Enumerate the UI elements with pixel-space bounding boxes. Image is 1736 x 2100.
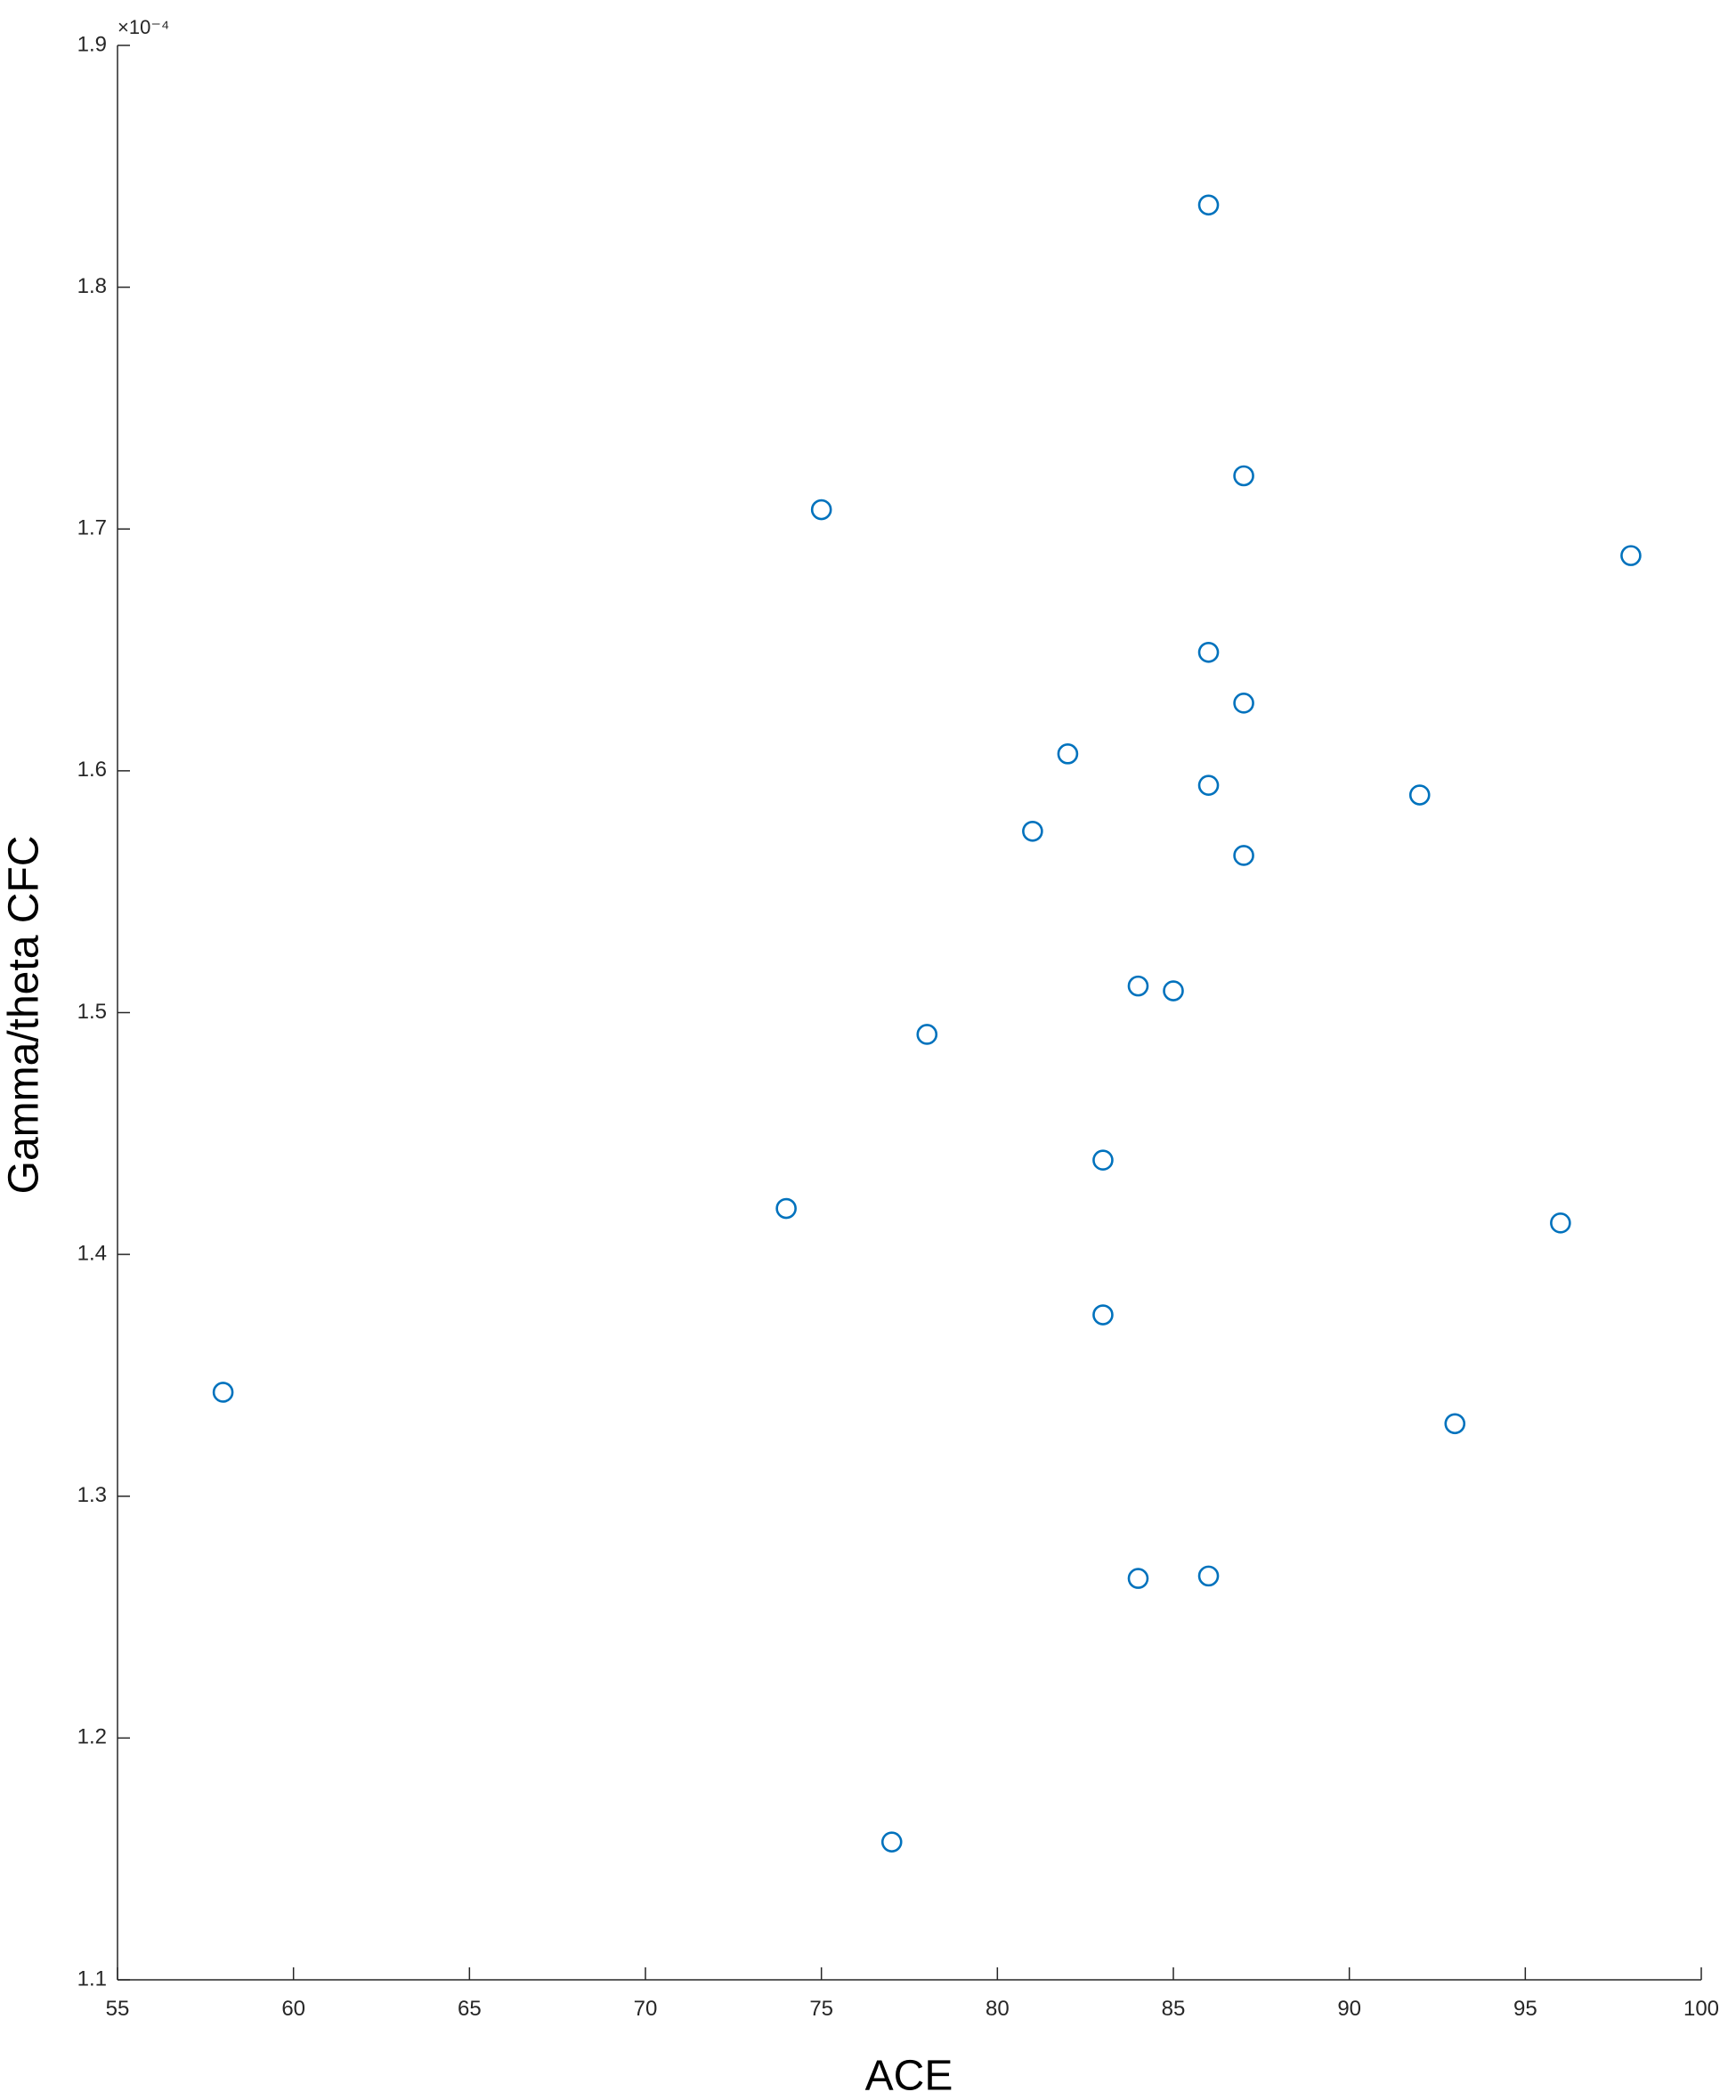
x-tick-label: 65 (458, 1997, 482, 2021)
y-tick-label: 1.4 (77, 1241, 107, 1265)
marker (1197, 1565, 1220, 1587)
y-tick-label: 1.8 (77, 274, 107, 298)
marker (775, 1197, 797, 1220)
y-tick-label: 1.9 (77, 32, 107, 56)
x-tick-label: 90 (1337, 1997, 1361, 2021)
x-tick-label: 100 (1683, 1997, 1719, 2021)
y-tick-label: 1.5 (77, 1000, 107, 1024)
marker (1444, 1413, 1466, 1435)
y-tick-label: 1.3 (77, 1483, 107, 1507)
marker (1163, 980, 1184, 1001)
y-axis-label: Gamma/theta CFC (1, 836, 48, 1195)
marker (1092, 1149, 1114, 1171)
y-tick-label: 1.7 (77, 516, 107, 540)
x-tick-label: 85 (1162, 1997, 1186, 2021)
marker (1127, 1568, 1149, 1589)
marker (1197, 194, 1220, 216)
marker (1197, 774, 1220, 796)
marker (1057, 743, 1079, 765)
marker (916, 1024, 938, 1045)
x-tick-label: 60 (281, 1997, 305, 2021)
marker (1127, 975, 1149, 997)
x-tick-label: 95 (1513, 1997, 1537, 2021)
x-tick-label: 75 (809, 1997, 833, 2021)
marker (1092, 1304, 1114, 1326)
marker (1233, 693, 1254, 714)
marker (212, 1382, 234, 1403)
marker (1408, 784, 1431, 806)
marker (810, 499, 832, 521)
y-tick-label: 1.1 (77, 1966, 107, 1991)
y-multiplier: ×10⁻⁴ (118, 16, 169, 38)
marker (1550, 1212, 1571, 1234)
x-axis-label: ACE (865, 2053, 953, 2100)
x-tick-label: 80 (986, 1997, 1010, 2021)
marker (1620, 545, 1642, 566)
marker (1233, 845, 1254, 866)
marker (880, 1831, 903, 1853)
x-tick-label: 55 (106, 1997, 130, 2021)
x-tick-label: 70 (634, 1997, 658, 2021)
marker (1197, 641, 1220, 663)
marker (1233, 465, 1254, 487)
y-tick-label: 1.2 (77, 1725, 107, 1749)
marker (1022, 820, 1043, 842)
y-tick-label: 1.6 (77, 758, 107, 782)
